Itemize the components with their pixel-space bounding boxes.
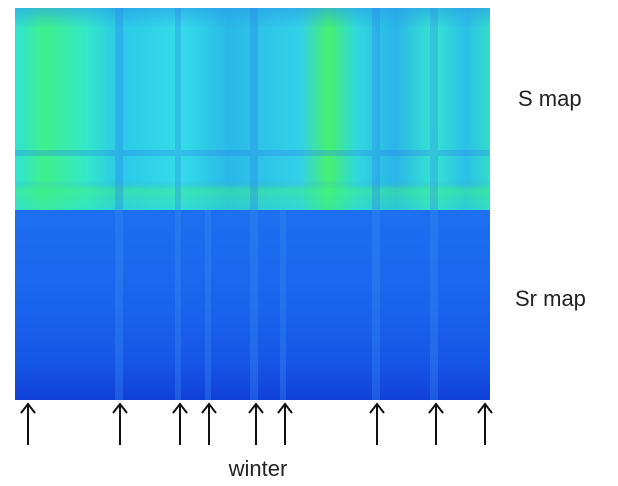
s-map-label: S map <box>518 86 582 111</box>
sr-map-label: Sr map <box>515 286 586 311</box>
winter-label: winter <box>228 456 288 481</box>
heatmap <box>15 8 490 400</box>
arrows <box>20 402 493 445</box>
